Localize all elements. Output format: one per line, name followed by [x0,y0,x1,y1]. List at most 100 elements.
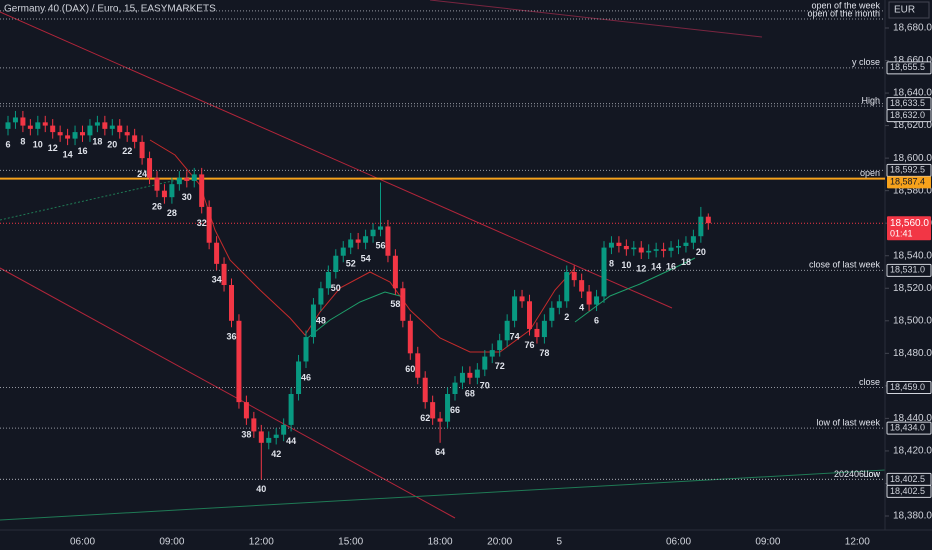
candle-body [65,135,71,139]
candle-body [623,245,629,250]
candle-label: 60 [405,364,415,374]
candle-body [556,301,562,308]
candle-body [169,184,175,198]
candle-body [124,132,130,136]
candle-label: 76 [524,340,534,350]
y-tick-label: 18,540.0 [893,250,932,261]
level-box [886,380,932,394]
candle-body [459,372,465,383]
candle-label: 50 [331,283,341,293]
candle-body [668,247,674,251]
x-tick-label: 06:00 [666,537,691,548]
level-box [886,484,932,498]
candle-body [176,177,182,185]
candle-label: 64 [435,447,445,457]
candle-body [437,418,443,422]
level-label: 18,655.5 [890,62,925,72]
candle-body [676,245,681,248]
candle-body [281,424,287,435]
candle-body [400,288,406,321]
candle-body [705,216,711,224]
candle-body [638,247,644,253]
candle-body [489,350,495,357]
level-box [886,263,932,277]
candle-label: 58 [390,299,400,309]
y-tick-label: 18,600.0 [893,153,932,164]
candle-body [616,242,622,246]
candle-body [161,190,167,198]
moving-average [574,257,696,323]
y-tick-label: 18,520.0 [893,283,932,294]
candle-body [243,402,249,419]
candle-body [35,122,41,129]
candle-body [445,394,451,422]
level-name: close [859,377,880,387]
candle-body [690,236,696,243]
candle-label: 52 [346,258,356,268]
candle-body [229,285,234,321]
candle-body [27,125,33,129]
candle-body [549,307,555,321]
candle-label: 42 [271,449,281,459]
candle-label: 36 [226,332,236,342]
candle-label: 18 [92,136,102,146]
candle-body [80,132,85,136]
candle-body [631,247,637,250]
candle-body [415,353,421,378]
candle-label: 16 [77,146,87,156]
candle-body [348,239,354,248]
level-box [886,109,932,123]
candle-label: 10 [621,260,631,270]
candle-body [564,272,570,302]
candle-body [199,174,205,207]
candle-body [102,122,108,129]
x-tick-label: 18:00 [428,537,453,548]
candle-label: 20 [696,247,706,257]
candle-label: 18 [681,257,691,267]
y-tick-label: 18,420.0 [893,446,932,457]
candle-body [236,320,242,403]
candle-body [214,242,220,264]
candle-body [273,434,279,438]
candle-body [57,132,63,136]
candle-body [221,263,227,286]
candle-label: 34 [212,275,222,285]
trend-line [0,176,191,221]
candle-label: 78 [539,348,549,358]
candle-body [72,132,78,139]
candle-body [139,141,145,159]
candle-body [184,177,190,181]
candle-body [109,125,115,129]
candle-body [154,177,160,191]
level-label: 18,633.5 [890,98,925,108]
candle-body [288,394,294,425]
candle-body [504,320,510,341]
chart-title: Germany 40 (DAX) / Euro, 15, EASYMARKETS [4,4,216,15]
candle-body [310,304,316,338]
x-tick-label: 20:00 [487,537,512,548]
currency: EUR [894,5,915,16]
candle-body [683,242,689,246]
x-tick-label: 09:00 [159,537,184,548]
candle-label: 46 [301,372,311,382]
level-label: 18,531.0 [890,265,925,275]
candle-label: 16 [666,262,676,272]
candle-body [191,174,197,181]
x-tick-label: 12:00 [845,537,870,548]
candle-label: 24 [137,169,147,179]
candle-label: 14 [651,262,661,272]
candle-body [258,431,264,443]
level-label: 18,592.5 [890,165,925,175]
candle-label: 70 [480,380,490,390]
y-tick-label: 18,380.0 [893,511,932,522]
candle-body [608,242,614,248]
candle-body [661,249,667,251]
candle-body [594,296,600,305]
candle-body [303,337,309,362]
candle-body [12,117,18,123]
candle-label: 12 [636,263,646,273]
candle-body [94,122,100,126]
candle-body [534,328,540,338]
